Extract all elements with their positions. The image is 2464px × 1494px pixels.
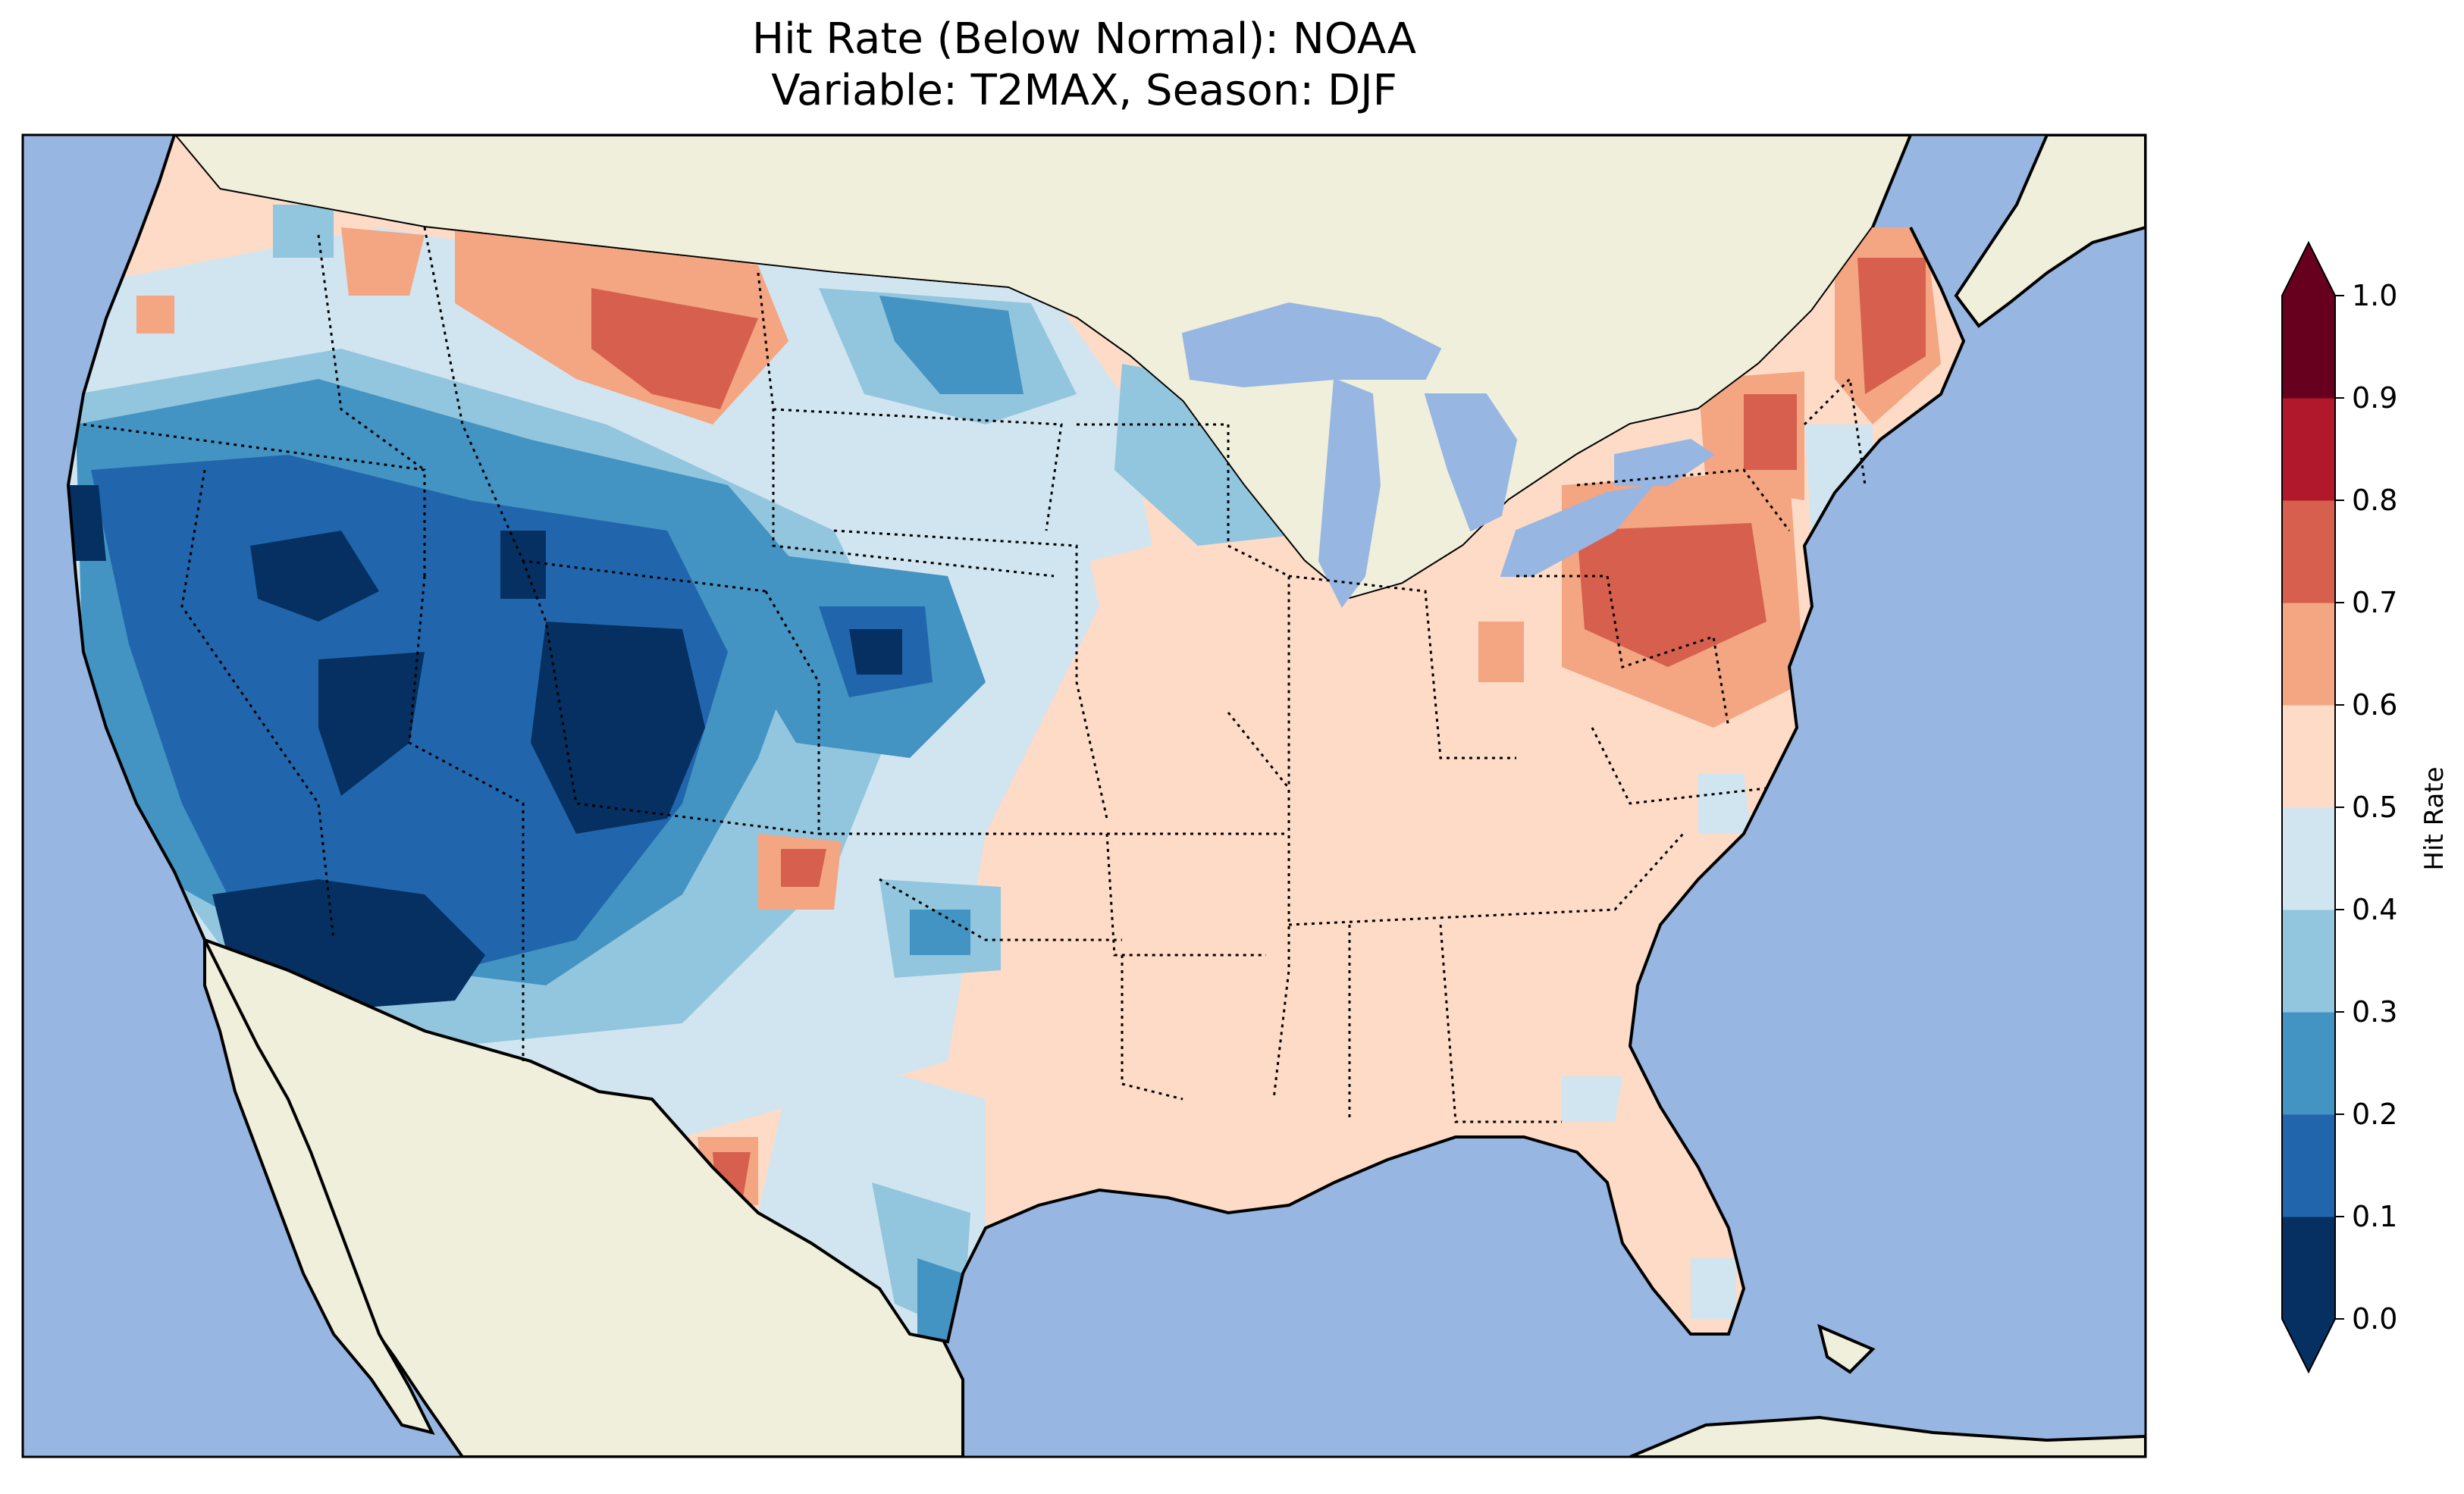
us-outline: [66, 135, 1966, 1344]
hit-rate-field: [68, 205, 1941, 1342]
maritimes-land: [1954, 135, 2146, 328]
bottom-land: [1629, 1415, 2146, 1457]
cuba-land: [1817, 1323, 1876, 1374]
state-borders: [83, 227, 1867, 1123]
figure-title: Hit Rate (Below Normal): NOAA Variable: …: [0, 14, 2168, 117]
title-line-2: Variable: T2MAX, Season: DJF: [771, 66, 1397, 115]
great-lakes: [1181, 302, 1715, 608]
title-line-1: Hit Rate (Below Normal): NOAA: [751, 14, 1417, 64]
map-frame: [21, 133, 2147, 1458]
baja-land: [203, 939, 435, 1435]
